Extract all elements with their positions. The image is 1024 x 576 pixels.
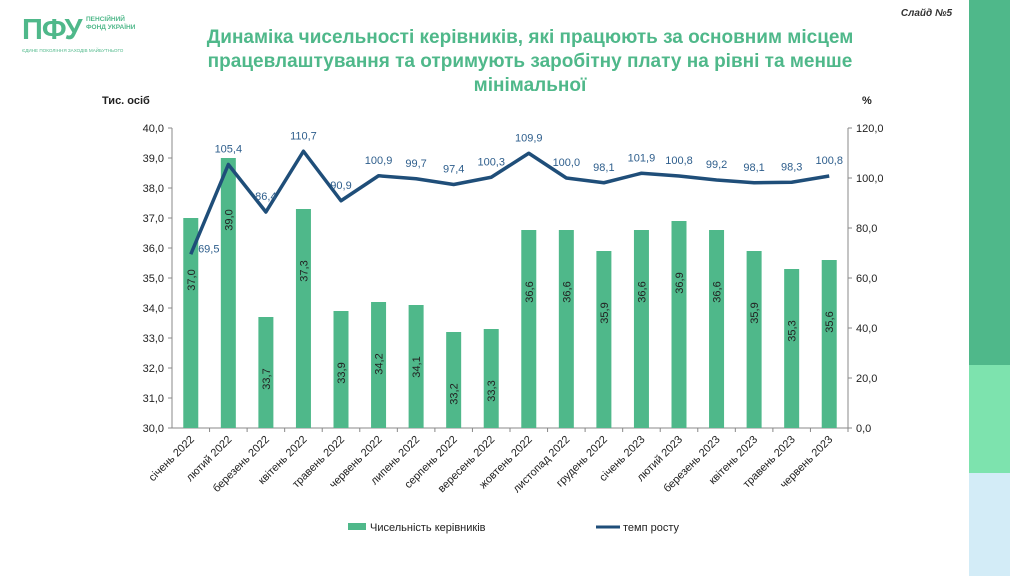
bar-data-label: 37,0 — [186, 269, 198, 290]
page-title: Динаміка чисельності керівників, які пра… — [206, 27, 854, 96]
y-left-tick-label: 36,0 — [143, 243, 164, 255]
y-left-tick-label: 40,0 — [143, 123, 164, 135]
bar-data-label: 36,6 — [636, 281, 648, 302]
line-data-label: 100,3 — [477, 156, 505, 168]
bar — [408, 305, 424, 428]
bar — [671, 221, 687, 428]
line-data-label: 99,2 — [706, 159, 727, 171]
bar-data-label: 33,3 — [486, 380, 498, 401]
bar-data-label: 35,6 — [824, 311, 836, 332]
bar-data-label: 34,1 — [411, 356, 423, 377]
y-left-tick-label: 30,0 — [143, 423, 164, 435]
line-data-label: 100,8 — [665, 155, 693, 167]
bar-data-label: 36,9 — [674, 272, 686, 293]
line-data-label: 100,8 — [815, 155, 843, 167]
y-left-tick-label: 37,0 — [143, 213, 164, 225]
bar-data-label: 39,0 — [223, 209, 235, 230]
bar — [220, 158, 236, 428]
legend-label-line: темп росту — [623, 522, 680, 534]
line-data-label: 97,4 — [443, 164, 464, 176]
y-left-tick-label: 38,0 — [143, 183, 164, 195]
bar — [784, 269, 800, 428]
y-right-tick-label: 20,0 — [856, 373, 877, 385]
line-data-label: 86,4 — [255, 191, 276, 203]
line-data-label: 105,4 — [215, 144, 243, 156]
bar — [821, 260, 837, 428]
legend-label-bars: Чисельність керівників — [370, 522, 486, 534]
slide-number: Слайд №5 — [900, 8, 952, 19]
line-data-label: 98,1 — [743, 162, 764, 174]
bar — [521, 230, 537, 428]
bar — [746, 251, 762, 428]
line-data-label: 101,9 — [628, 152, 656, 164]
logo-mark: ПФУ — [22, 14, 83, 46]
bar — [709, 230, 725, 428]
y-right-tick-label: 80,0 — [856, 223, 877, 235]
line-data-label: 90,9 — [330, 180, 351, 192]
y-left-tick-label: 34,0 — [143, 303, 164, 315]
bar-data-label: 33,7 — [261, 368, 273, 389]
bar-data-label: 35,3 — [787, 320, 799, 341]
side-stripe-dark — [969, 0, 1010, 365]
y-right-unit-label: % — [862, 95, 872, 107]
bar — [258, 317, 274, 428]
bar-data-label: 33,9 — [336, 362, 348, 383]
bar-data-label: 37,3 — [298, 260, 310, 281]
y-left-unit-label: Тис. осіб — [102, 95, 150, 107]
bar — [483, 329, 499, 428]
logo-tagline: ЄДИНЕ ПОКОЛІННЯ ЗАХОДІВ МАЙБУТНЬОГО — [22, 48, 124, 53]
bar — [371, 302, 387, 428]
bar — [558, 230, 574, 428]
bar-data-label: 36,6 — [561, 281, 573, 302]
line-data-label: 110,7 — [290, 130, 317, 142]
bar-data-label: 34,2 — [374, 353, 386, 374]
y-left-tick-label: 31,0 — [143, 393, 164, 405]
line-data-label: 109,9 — [515, 132, 543, 144]
line-data-label: 99,7 — [405, 158, 426, 170]
y-right-tick-label: 100,0 — [856, 173, 884, 185]
bar-data-label: 36,6 — [524, 281, 536, 302]
line-data-label: 98,3 — [781, 161, 802, 173]
line-data-label: 98,1 — [593, 162, 614, 174]
y-left-tick-label: 39,0 — [143, 153, 164, 165]
bar-data-label: 33,2 — [449, 383, 461, 404]
side-stripe-light — [969, 365, 1010, 473]
bar-data-label: 35,9 — [749, 302, 761, 323]
bar — [295, 209, 311, 428]
bar-data-label: 36,6 — [712, 281, 724, 302]
y-right-tick-label: 120,0 — [856, 123, 884, 135]
legend-swatch-bars — [348, 523, 366, 530]
bar — [633, 230, 649, 428]
logo-text: ПЕНСІЙНИЙ ФОНД УКРАЇНИ — [86, 16, 136, 31]
y-right-tick-label: 0,0 — [856, 423, 871, 435]
y-right-tick-label: 40,0 — [856, 323, 877, 335]
line-data-label: 69,5 — [198, 243, 219, 255]
line-data-label: 100,0 — [553, 157, 581, 169]
bar — [596, 251, 612, 428]
bar-data-label: 35,9 — [599, 302, 611, 323]
pfu-logo: ПФУ ПЕНСІЙНИЙ ФОНД УКРАЇНИ ЄДИНЕ ПОКОЛІН… — [22, 12, 152, 58]
y-left-tick-label: 33,0 — [143, 333, 164, 345]
bar — [333, 311, 349, 428]
y-right-tick-label: 60,0 — [856, 273, 877, 285]
y-left-tick-label: 32,0 — [143, 363, 164, 375]
bar — [446, 332, 462, 428]
y-left-tick-label: 35,0 — [143, 273, 164, 285]
bar — [183, 218, 199, 428]
side-stripe-blue — [969, 473, 1010, 576]
line-data-label: 100,9 — [365, 155, 393, 167]
series-line-growth-rate — [189, 149, 830, 255]
